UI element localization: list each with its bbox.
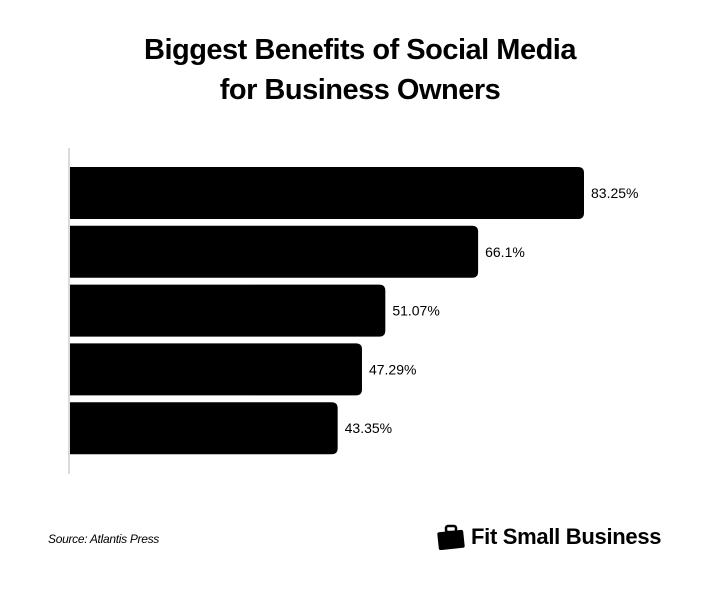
chart-title-line-1: Biggest Benefits of Social Media: [144, 34, 576, 66]
brand-name: Fit Small Business: [471, 524, 662, 549]
chart-title-line-2: for Business Owners: [219, 74, 501, 106]
chart-title: Biggest Benefits of Social Media for Bus…: [0, 30, 720, 110]
source-note: Source: Atlantis Press: [48, 532, 160, 546]
bar: [70, 402, 338, 455]
bar-value-label: 51.07%: [392, 303, 439, 319]
brand-logo: Fit Small Business: [437, 524, 662, 550]
bar-value-label: 83.25%: [591, 185, 638, 201]
briefcase-icon: [437, 524, 465, 550]
bar: [70, 225, 479, 278]
bar-value-label: 66.1%: [485, 244, 525, 260]
bar-value-label: 47.29%: [369, 361, 416, 377]
bar: [70, 284, 386, 337]
bar: [70, 167, 584, 219]
bar: [70, 343, 362, 396]
bar-value-label: 43.35%: [345, 420, 392, 436]
